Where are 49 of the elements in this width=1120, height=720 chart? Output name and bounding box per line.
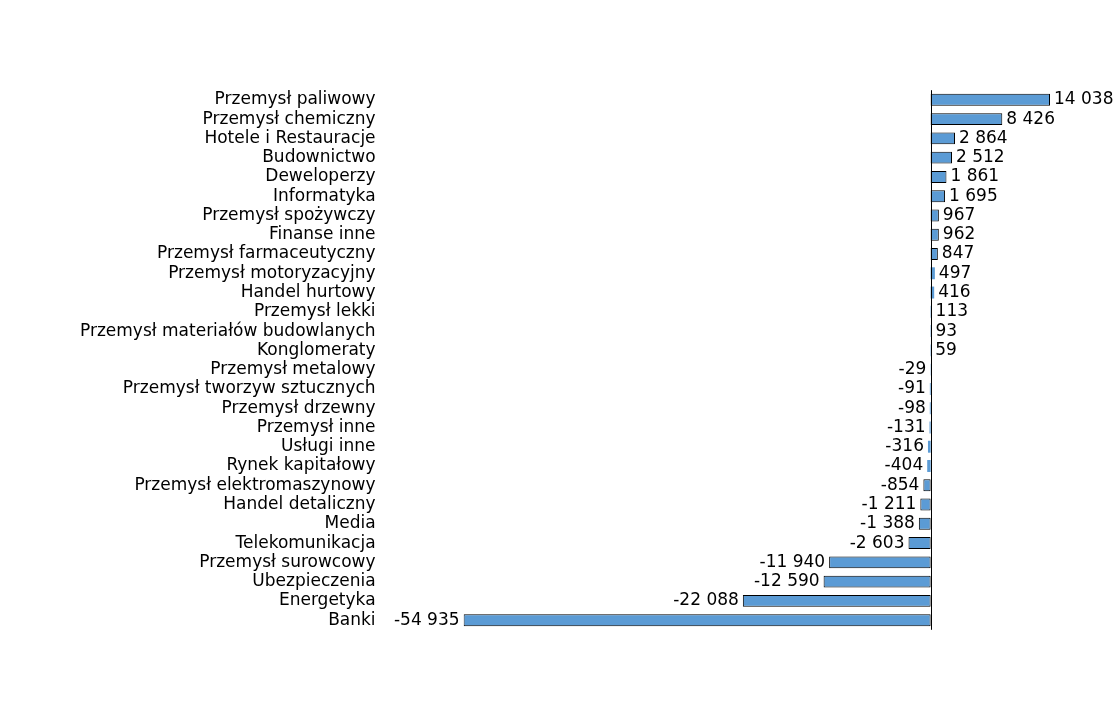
data-label: -11 940	[759, 550, 826, 571]
y-tick-label: Ubezpieczenia	[252, 570, 376, 591]
y-tick-label: Rynek kapitałowy	[226, 454, 376, 475]
data-label: 8 426	[1006, 107, 1055, 128]
data-label: 113	[935, 300, 969, 321]
y-tick-label: Przemysł lekki	[253, 300, 376, 321]
y-tick-label: Przemysł drzewny	[221, 396, 376, 417]
data-label: -29	[898, 358, 927, 379]
y-tick-label: Przemysł farmaceutyczny	[157, 242, 376, 263]
data-label: -12 590	[753, 570, 820, 591]
data-label: -1 388	[860, 512, 915, 533]
y-tick-label: Budownictwo	[262, 146, 376, 167]
y-tick-label: Deweloperzy	[265, 165, 376, 186]
y-tick-label: Telekomunikacja	[234, 531, 376, 552]
data-label: 14 038	[1054, 88, 1114, 109]
data-label: 2 864	[958, 126, 1008, 147]
data-label: -404	[884, 454, 924, 475]
y-tick-label: Przemysł chemiczny	[202, 107, 376, 128]
data-label: 93	[935, 319, 958, 340]
data-label: 967	[942, 203, 976, 224]
y-tick-label: Przemysł motoryzacyjny	[168, 261, 376, 282]
y-tick-label: Media	[324, 512, 376, 533]
y-tick-label: Informatyka	[273, 184, 376, 205]
y-tick-label: Przemysł materiałów budowlanych	[79, 319, 376, 340]
data-label: 1 861	[950, 165, 1000, 186]
data-label: -854	[880, 473, 920, 494]
y-tick-label: Banki	[328, 608, 376, 629]
data-label: 59	[935, 338, 957, 359]
data-label: -91	[898, 377, 926, 398]
data-label: -54 935	[393, 608, 460, 629]
data-label: -316	[885, 435, 924, 456]
data-label: -98	[898, 396, 926, 417]
data-label: 2 512	[956, 146, 1005, 167]
data-label: 962	[942, 223, 976, 244]
y-tick-label: Energetyka	[278, 589, 376, 610]
data-label: -2 603	[849, 531, 905, 552]
data-label: 847	[941, 242, 975, 263]
y-tick-label: Przemysł tworzyw sztucznych	[122, 377, 376, 398]
data-label: -22 088	[673, 589, 739, 610]
data-label: 416	[938, 280, 971, 301]
data-label: 1 695	[949, 184, 998, 205]
data-label: -131	[886, 415, 926, 436]
y-tick-label: Przemysł elektromaszynowy	[134, 473, 376, 494]
y-tick-label: Usługi inne	[281, 435, 376, 456]
data-label: -1 211	[861, 492, 917, 513]
data-label: 497	[938, 261, 972, 282]
y-tick-label: Przemysł metalowy	[210, 358, 376, 379]
y-tick-label: Finanse inne	[268, 223, 376, 244]
y-tick-label: Przemysł paliwowy	[214, 88, 376, 109]
